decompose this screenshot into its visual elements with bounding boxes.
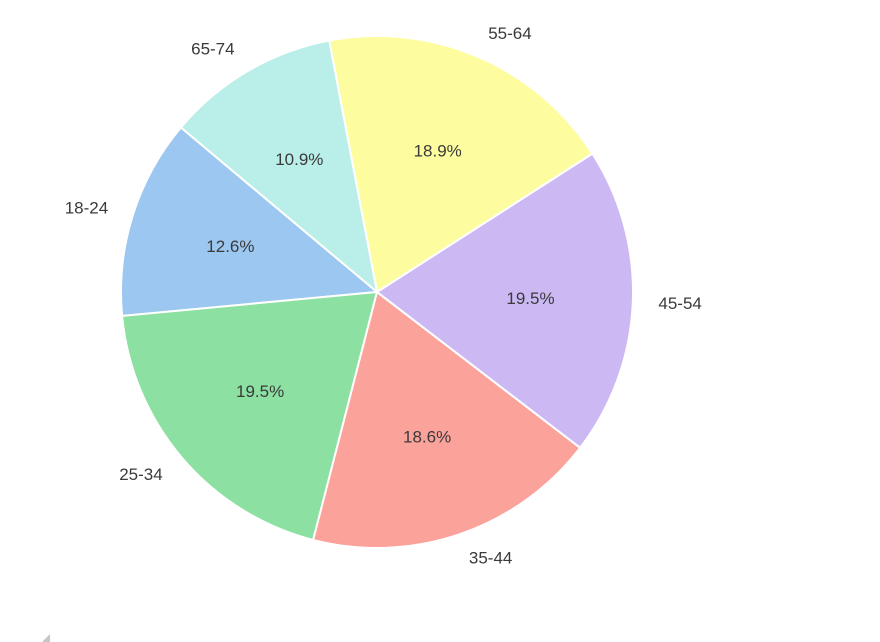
- pct-label-45-54: 19.5%: [506, 289, 554, 308]
- pie-slice-35-44: [312, 291, 582, 549]
- category-label-55-64: 55-64: [488, 24, 531, 43]
- resize-grip-icon[interactable]: [42, 634, 50, 642]
- category-label-45-54: 45-54: [658, 294, 701, 313]
- pie-slice-25-34: [121, 291, 378, 541]
- pct-label-25-34: 19.5%: [236, 382, 284, 401]
- pie-slice-65-74: [179, 39, 378, 293]
- category-label-25-34: 25-34: [119, 465, 162, 484]
- pie-slice-45-54: [376, 152, 634, 449]
- pie-slice-18-24: [120, 126, 378, 317]
- pct-label-65-74: 10.9%: [275, 150, 323, 169]
- pie-slice-55-64: [328, 35, 594, 293]
- pct-label-35-44: 18.6%: [403, 428, 451, 447]
- category-label-35-44: 35-44: [469, 549, 512, 568]
- pct-label-18-24: 12.6%: [206, 237, 254, 256]
- category-label-65-74: 65-74: [191, 40, 234, 59]
- category-label-18-24: 18-24: [65, 199, 108, 218]
- pct-label-55-64: 18.9%: [414, 141, 462, 160]
